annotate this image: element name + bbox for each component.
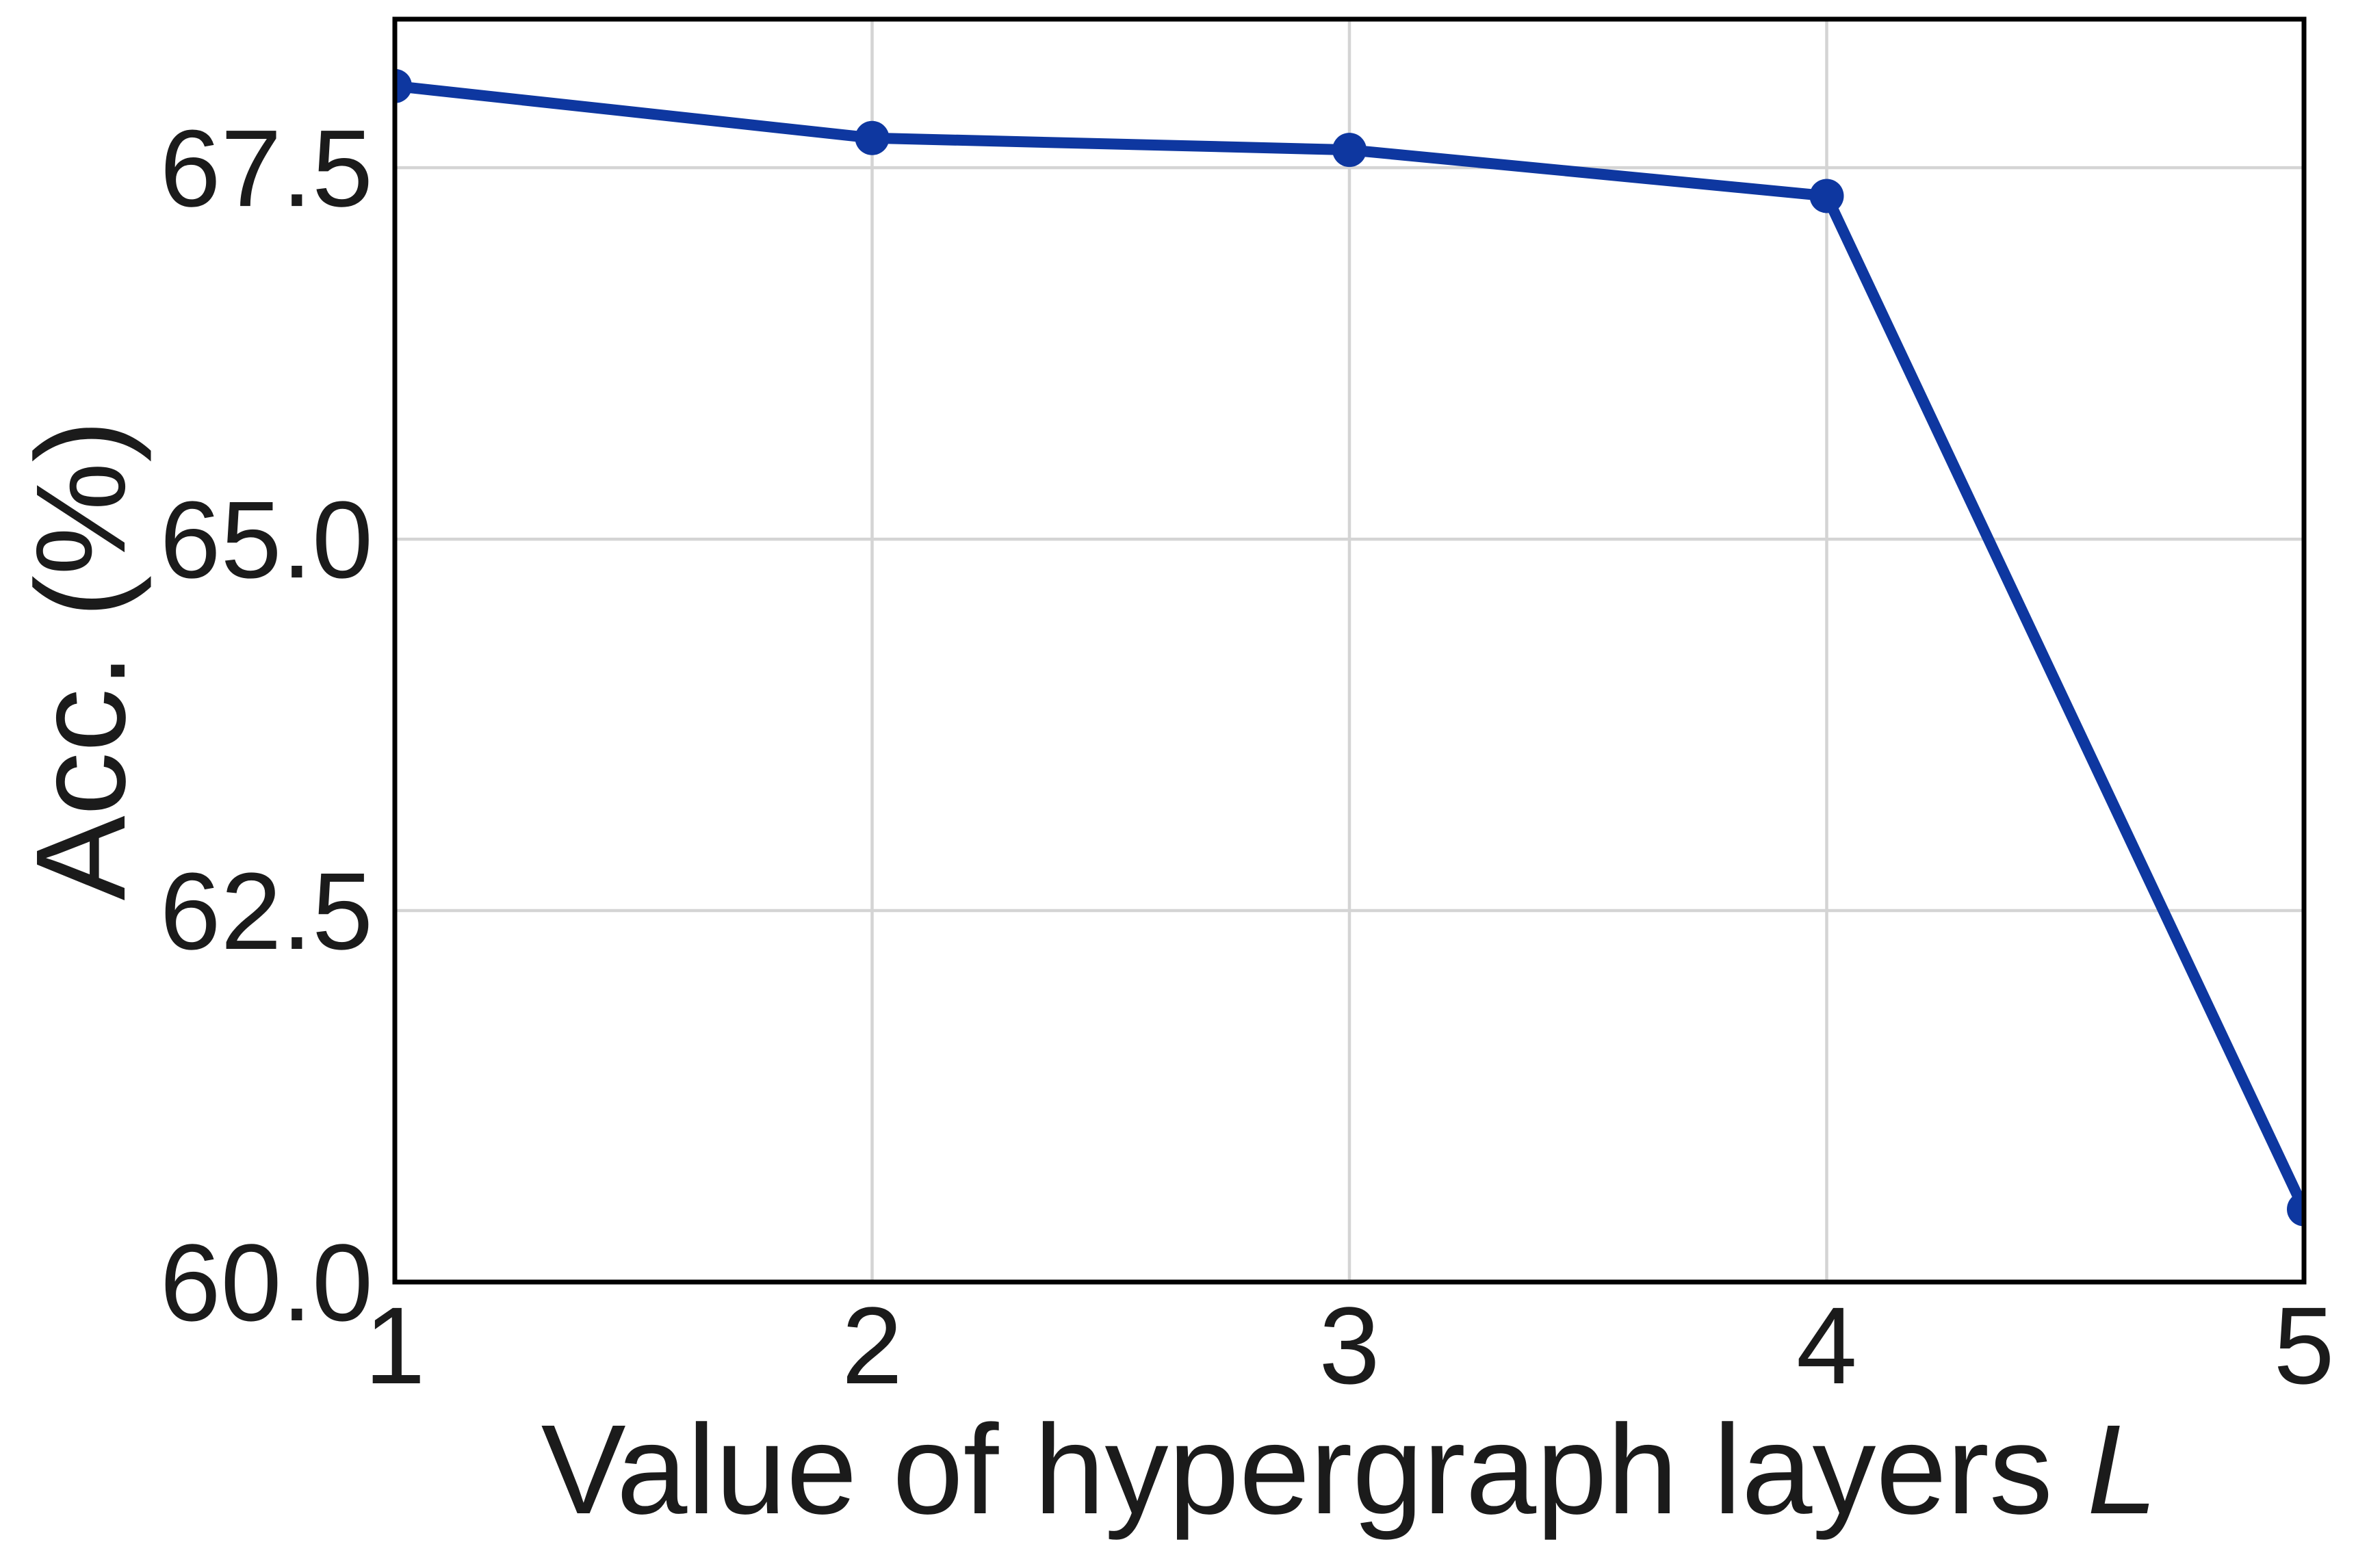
x-tick-label: 3 (1319, 1284, 1380, 1407)
y-axis-label: Acc. (%) (10, 420, 152, 901)
data-point-5 (2287, 1192, 2304, 1227)
y-tick-labels: 60.0 62.5 65.0 67.5 (160, 107, 373, 1344)
data-series (395, 68, 2304, 1227)
plot-border (392, 16, 2307, 1285)
x-tick-labels: 1 2 3 4 5 (365, 1284, 2335, 1407)
data-point-4 (1809, 179, 1844, 213)
data-point-1 (395, 68, 412, 103)
x-axis-label: Value of hypergraph layers L (541, 1399, 2158, 1541)
y-tick-label: 60.0 (160, 1221, 373, 1344)
data-point-3 (1332, 133, 1367, 168)
y-tick-label: 67.5 (160, 107, 373, 229)
y-tick-label: 65.0 (160, 478, 373, 601)
x-axis-label-text: Value of hypergraph layers (541, 1399, 2053, 1541)
x-axis-label-variable: L (2087, 1399, 2158, 1541)
x-tick-label: 1 (365, 1284, 426, 1407)
data-point-2 (855, 120, 890, 155)
x-tick-label: 5 (2274, 1284, 2335, 1407)
gridlines (395, 19, 2304, 1282)
x-tick-label: 2 (842, 1284, 903, 1407)
x-tick-label: 4 (1796, 1284, 1857, 1407)
y-tick-label: 62.5 (160, 850, 373, 972)
